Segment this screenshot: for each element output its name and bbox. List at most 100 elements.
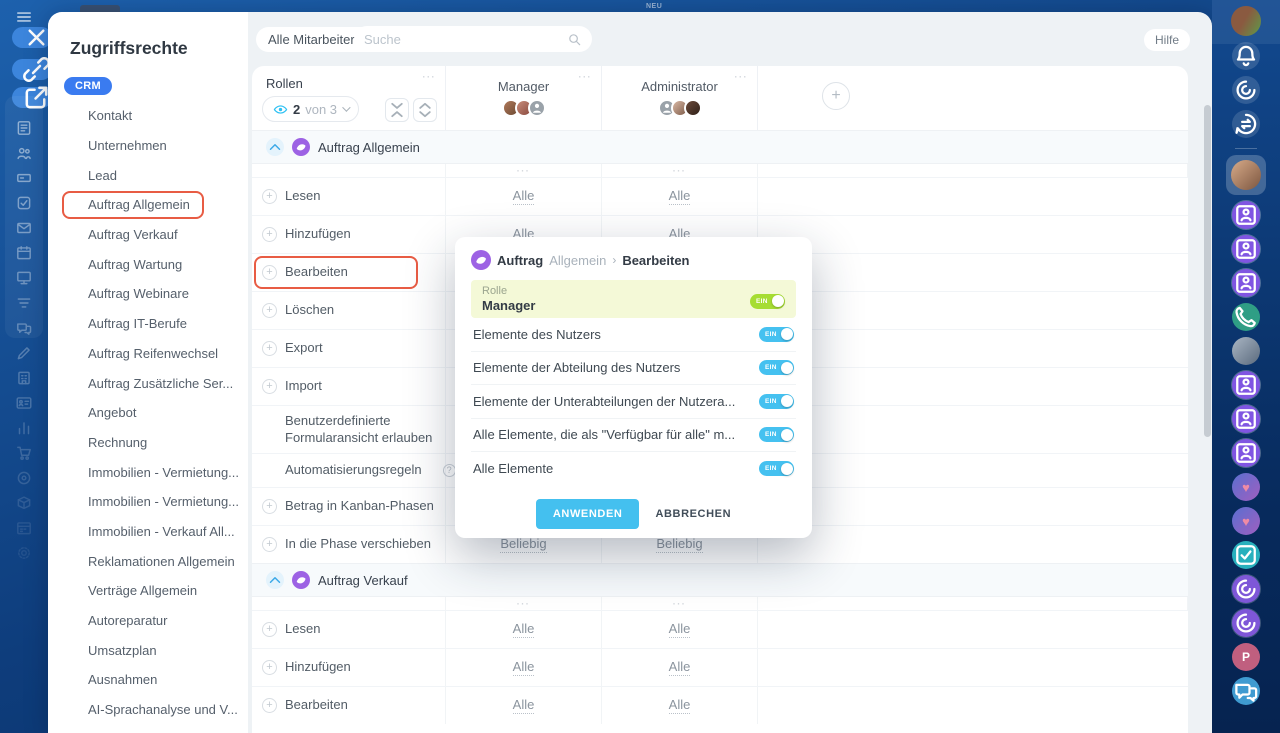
sidebar-item[interactable]: AI-Sprachanalyse und V...: [48, 695, 248, 725]
sidebar-item[interactable]: Umsatzplan: [48, 635, 248, 665]
column-header-administrator[interactable]: ··· Administrator: [602, 66, 758, 130]
section-header[interactable]: Auftrag Verkauf: [252, 563, 1188, 597]
team-icon[interactable]: [15, 144, 33, 162]
add-permission-icon[interactable]: +: [262, 189, 277, 204]
collapse-section-button[interactable]: [266, 571, 284, 589]
toggle-on[interactable]: EIN: [759, 427, 794, 443]
add-permission-icon[interactable]: +: [262, 379, 277, 394]
copilot-icon[interactable]: [1232, 76, 1260, 104]
news-icon[interactable]: [15, 119, 33, 137]
sidebar-item[interactable]: Auftrag Wartung: [48, 249, 248, 279]
schedule-icon[interactable]: [15, 519, 33, 537]
contact-icon[interactable]: [1232, 201, 1260, 229]
permission-value[interactable]: Alle: [668, 659, 691, 676]
spiral-icon[interactable]: [1232, 609, 1260, 637]
collapse-all-button[interactable]: [385, 98, 409, 122]
sidebar-item[interactable]: Verträge Allgemein: [48, 576, 248, 606]
permission-value[interactable]: Alle: [668, 188, 691, 205]
toggle-on[interactable]: EIN: [759, 461, 794, 477]
column-menu-icon[interactable]: ···: [422, 72, 436, 82]
contact-icon[interactable]: [1232, 235, 1260, 263]
column-menu-icon[interactable]: ···: [734, 72, 748, 82]
sidebar-item[interactable]: Angebot: [48, 398, 248, 428]
sidebar-item[interactable]: Immobilien - Vermietung...: [48, 487, 248, 517]
contact-icon[interactable]: [1232, 439, 1260, 467]
permission-value[interactable]: Beliebig: [500, 536, 547, 553]
column-header-manager[interactable]: ··· Manager: [446, 66, 602, 130]
contact-icon[interactable]: [1232, 371, 1260, 399]
permission-value[interactable]: Alle: [512, 697, 535, 714]
sidebar-item[interactable]: Ausnahmen: [48, 665, 248, 695]
section-header[interactable]: Auftrag Allgemein: [252, 130, 1188, 164]
mail-icon[interactable]: [15, 219, 33, 237]
permission-value[interactable]: Alle: [512, 621, 535, 638]
phone-icon[interactable]: [1232, 303, 1260, 331]
sidebar-item[interactable]: Immobilien - Verkauf All...: [48, 517, 248, 547]
sidebar-item[interactable]: Auftrag Reifenwechsel: [48, 339, 248, 369]
sidebar-item[interactable]: Auftrag Verkauf: [48, 220, 248, 250]
add-permission-icon[interactable]: +: [262, 227, 277, 242]
workspace-icon[interactable]: [15, 369, 33, 387]
contact-icon[interactable]: [1232, 405, 1260, 433]
tasks-icon[interactable]: [15, 194, 33, 212]
menu-icon[interactable]: [15, 8, 33, 26]
search-input[interactable]: [364, 31, 567, 47]
contact-icon[interactable]: [1232, 269, 1260, 297]
close-button[interactable]: [12, 27, 52, 48]
letter-p[interactable]: P: [1232, 643, 1260, 671]
add-permission-icon[interactable]: +: [262, 537, 277, 552]
contact-card-icon[interactable]: [15, 394, 33, 412]
copy-link-button[interactable]: [12, 57, 52, 82]
search-box[interactable]: [354, 26, 592, 52]
cancel-button[interactable]: ABBRECHEN: [655, 507, 732, 520]
add-permission-icon[interactable]: +: [262, 265, 277, 280]
sign-icon[interactable]: [15, 344, 33, 362]
permission-value[interactable]: Beliebig: [656, 536, 703, 553]
toggle-on[interactable]: EIN: [759, 360, 794, 376]
sidebar-item[interactable]: Auftrag IT-Berufe: [48, 309, 248, 339]
column-menu-icon[interactable]: ···: [578, 72, 592, 82]
bell-icon[interactable]: [1232, 42, 1260, 70]
sidebar-item[interactable]: Lead: [48, 160, 248, 190]
expand-all-button[interactable]: [413, 98, 437, 122]
avatar-heart[interactable]: ♥: [1232, 507, 1260, 535]
add-permission-icon[interactable]: +: [262, 499, 277, 514]
target-icon[interactable]: [15, 469, 33, 487]
apply-button[interactable]: ANWENDEN: [535, 498, 640, 529]
visible-roles-dropdown[interactable]: 2 von 3: [262, 96, 360, 122]
help-button[interactable]: Hilfe: [1143, 29, 1190, 51]
toggle-on[interactable]: EIN: [759, 393, 794, 409]
chat-icon[interactable]: [1232, 677, 1260, 705]
permission-value[interactable]: Alle: [668, 697, 691, 714]
avatar-active[interactable]: [1226, 155, 1266, 195]
sidebar-item[interactable]: Reklamationen Allgemein: [48, 546, 248, 576]
history-icon[interactable]: [1232, 110, 1260, 138]
collapse-section-button[interactable]: [266, 138, 284, 156]
shop-icon[interactable]: [15, 444, 33, 462]
avatar-user[interactable]: [1231, 6, 1261, 36]
permission-value[interactable]: Alle: [512, 188, 535, 205]
drive-icon[interactable]: [15, 169, 33, 187]
sidebar-item[interactable]: Auftrag Allgemein: [48, 190, 248, 220]
add-permission-icon[interactable]: +: [262, 698, 277, 713]
sidebar-item[interactable]: Autoreparatur: [48, 606, 248, 636]
analytics-icon[interactable]: [15, 419, 33, 437]
sidebar-item[interactable]: Unternehmen: [48, 131, 248, 161]
avatar-heart[interactable]: ♥: [1232, 473, 1260, 501]
feed-icon[interactable]: [15, 294, 33, 312]
scrollbar-thumb[interactable]: [1204, 105, 1211, 437]
sidebar-item[interactable]: Auftrag Webinare: [48, 279, 248, 309]
boards-icon[interactable]: [15, 269, 33, 287]
open-new-tab-button[interactable]: [12, 86, 52, 109]
chats-icon[interactable]: [15, 319, 33, 337]
add-permission-icon[interactable]: +: [262, 303, 277, 318]
toggle-on[interactable]: EIN: [750, 293, 785, 309]
add-permission-icon[interactable]: +: [262, 622, 277, 637]
calendar-icon[interactable]: [15, 244, 33, 262]
add-role-button[interactable]: +: [822, 82, 850, 110]
sidebar-item[interactable]: Rechnung: [48, 428, 248, 458]
avatar-cat[interactable]: [1232, 337, 1260, 365]
permission-value[interactable]: Alle: [512, 659, 535, 676]
spiral-icon[interactable]: [1232, 575, 1260, 603]
check-icon[interactable]: [1232, 541, 1260, 569]
